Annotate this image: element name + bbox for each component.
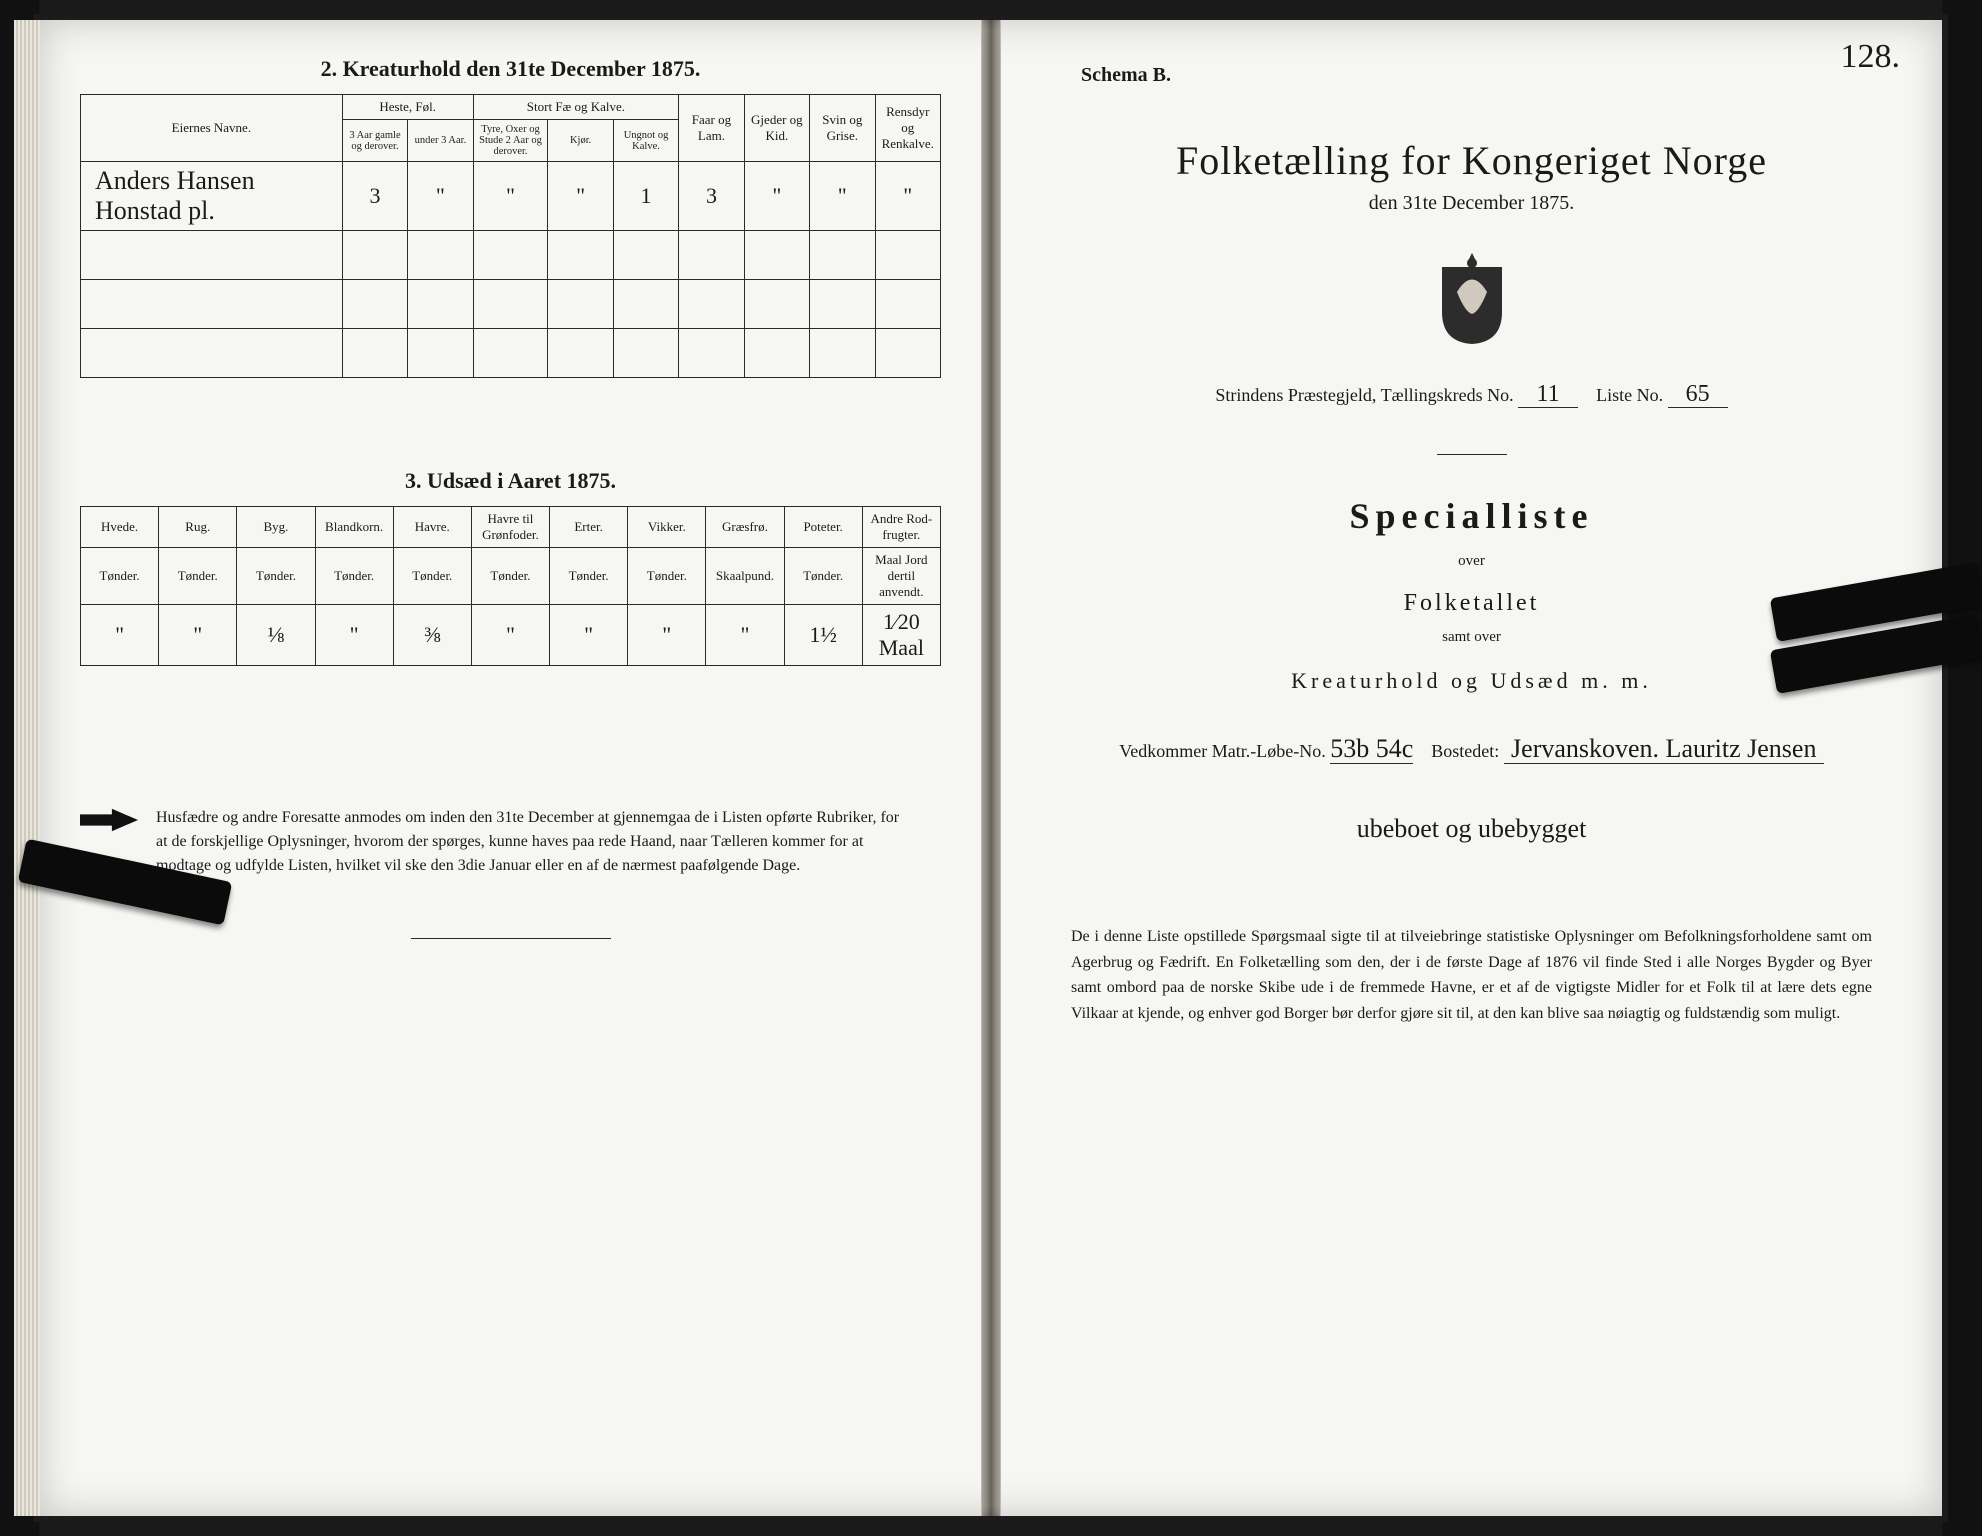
table-row-empty — [81, 231, 941, 280]
col: Blandkorn. — [315, 507, 393, 548]
table-row: Anders Hansen Honstad pl. 3 " " " 1 3 " … — [81, 162, 941, 231]
page-edge-stack — [14, 20, 40, 1516]
col-owner: Eiernes Navne. — [81, 95, 343, 162]
liste-no: 65 — [1668, 381, 1728, 408]
unit: Tønder. — [784, 548, 862, 605]
cell: " — [471, 605, 549, 666]
seed-units-row: Tønder. Tønder. Tønder. Tønder. Tønder. … — [81, 548, 941, 605]
handwritten-note: ubeboet og ubebygget — [1041, 814, 1902, 844]
cell: ⅜ — [393, 605, 471, 666]
colgrp-horse: Heste, Føl. — [342, 95, 473, 120]
livestock-table: Eiernes Navne. Heste, Føl. Stort Fæ og K… — [80, 94, 941, 378]
cell: ⅛ — [237, 605, 315, 666]
folio-number: 128. — [1841, 38, 1901, 76]
samt-label: samt over — [1041, 629, 1902, 646]
unit: Tønder. — [550, 548, 628, 605]
unit: Tønder. — [237, 548, 315, 605]
cell: " — [875, 162, 941, 231]
unit: Skaalpund. — [706, 548, 784, 605]
scan-surface: 2. Kreaturhold den 31te December 1875. E… — [0, 0, 1982, 1536]
cell: " — [81, 605, 159, 666]
unit: Tønder. — [159, 548, 237, 605]
col: Vikker. — [628, 507, 706, 548]
bosted-label: Bostedet: — [1431, 741, 1499, 761]
liste-label: Liste No. — [1596, 385, 1663, 405]
cell: " — [706, 605, 784, 666]
matr-no: 53b 54c — [1330, 734, 1413, 764]
section-3-title: 3. Udsæd i Aaret 1875. — [80, 468, 941, 494]
section-2-title: 2. Kreaturhold den 31te December 1875. — [80, 56, 941, 82]
divider — [1437, 454, 1507, 455]
pointing-hand-icon — [80, 806, 138, 834]
cell: " — [628, 605, 706, 666]
open-book: 2. Kreaturhold den 31te December 1875. E… — [40, 20, 1942, 1516]
right-page: 128. Schema B. Folketælling for Kongerig… — [1000, 20, 1942, 1516]
unit: Maal Jord dertil anvendt. — [862, 548, 940, 605]
coat-of-arms-icon — [1429, 247, 1515, 347]
seed-table: Hvede. Rug. Byg. Blandkorn. Havre. Havre… — [80, 506, 941, 666]
col-pig: Svin og Grise. — [810, 95, 875, 162]
cell: 3 — [679, 162, 744, 231]
left-page: 2. Kreaturhold den 31te December 1875. E… — [40, 20, 982, 1516]
cell: 1 — [613, 162, 678, 231]
schema-label: Schema B. — [1081, 64, 1902, 87]
col-h2: under 3 Aar. — [408, 120, 473, 162]
district-prefix: Strindens Præstegjeld, Tællingskreds No. — [1215, 385, 1513, 405]
over-label: over — [1041, 553, 1902, 570]
property-line: Vedkommer Matr.-Løbe-No. 53b 54c Bostede… — [1041, 734, 1902, 764]
cell: " — [744, 162, 809, 231]
col: Andre Rod-frugter. — [862, 507, 940, 548]
col: Græsfrø. — [706, 507, 784, 548]
footnote: Husfædre og andre Foresatte anmodes om i… — [80, 806, 900, 878]
table-row-empty — [81, 329, 941, 378]
intro-paragraph: De i denne Liste opstillede Spørgsmaal s… — [1071, 924, 1872, 1026]
table-row-empty — [81, 280, 941, 329]
cell: " — [408, 162, 473, 231]
col: Havre til Grønfoder. — [471, 507, 549, 548]
cell: " — [159, 605, 237, 666]
kreds-no: 11 — [1518, 381, 1578, 408]
col-h1: 3 Aar gamle og derover. — [342, 120, 407, 162]
cell: 1½ — [784, 605, 862, 666]
unit: Tønder. — [393, 548, 471, 605]
seed-data-row: " " ⅛ " ⅜ " " " " 1½ 1⁄20 Maal — [81, 605, 941, 666]
col: Havre. — [393, 507, 471, 548]
bosted-value: Jervanskoven. Lauritz Jensen — [1504, 734, 1824, 764]
col: Byg. — [237, 507, 315, 548]
specialliste-heading: Specialliste — [1041, 495, 1902, 537]
col-c1: Tyre, Oxer og Stude 2 Aar og derover. — [473, 120, 548, 162]
owner-name: Anders Hansen Honstad pl. — [81, 162, 343, 231]
unit: Tønder. — [315, 548, 393, 605]
census-title: Folketælling for Kongeriget Norge — [1041, 137, 1902, 184]
matr-label: Vedkommer Matr.-Løbe-No. — [1119, 741, 1325, 761]
book-gutter — [982, 20, 1000, 1516]
col: Hvede. — [81, 507, 159, 548]
seed-header-row: Hvede. Rug. Byg. Blandkorn. Havre. Havre… — [81, 507, 941, 548]
cell: 1⁄20 Maal — [862, 605, 940, 666]
cell: 3 — [342, 162, 407, 231]
col: Rug. — [159, 507, 237, 548]
cell: " — [550, 605, 628, 666]
cell: " — [548, 162, 613, 231]
col-c3: Ungnot og Kalve. — [613, 120, 678, 162]
col-goat: Gjeder og Kid. — [744, 95, 809, 162]
unit: Tønder. — [628, 548, 706, 605]
col-rein: Rensdyr og Renkalve. — [875, 95, 941, 162]
footnote-text: Husfædre og andre Foresatte anmodes om i… — [156, 806, 900, 878]
district-line: Strindens Præstegjeld, Tællingskreds No.… — [1041, 381, 1902, 408]
footer-rule — [411, 938, 611, 939]
cell: " — [473, 162, 548, 231]
unit: Tønder. — [81, 548, 159, 605]
col-sheep: Faar og Lam. — [679, 95, 744, 162]
unit: Tønder. — [471, 548, 549, 605]
col: Erter. — [550, 507, 628, 548]
colgrp-cattle: Stort Fæ og Kalve. — [473, 95, 679, 120]
census-subtitle: den 31te December 1875. — [1041, 192, 1902, 215]
col-c2: Kjør. — [548, 120, 613, 162]
col: Poteter. — [784, 507, 862, 548]
cell: " — [315, 605, 393, 666]
cell: " — [810, 162, 875, 231]
